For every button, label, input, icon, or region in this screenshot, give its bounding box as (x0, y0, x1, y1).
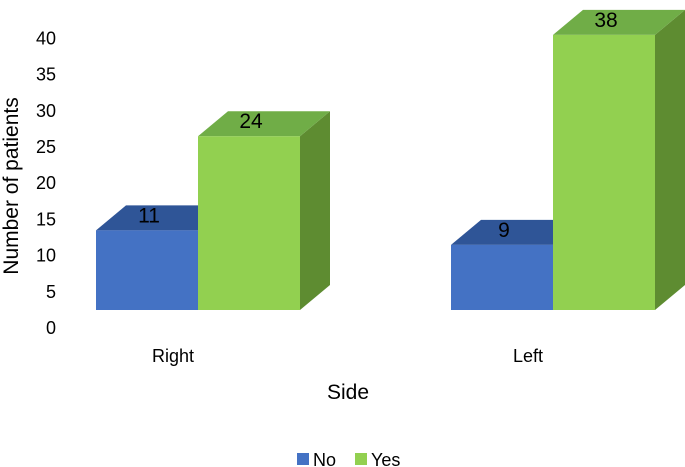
y-tick-label: 10 (36, 246, 56, 266)
data-label-no-right: 11 (138, 204, 160, 227)
x-tick-label: Right (152, 346, 194, 366)
legend-label-no: No (313, 450, 336, 467)
legend: No Yes (297, 450, 400, 467)
bar-series (96, 9, 685, 311)
bar-top-no-left (451, 219, 583, 245)
y-tick-label: 25 (36, 137, 56, 157)
y-tick-label: 0 (46, 318, 56, 338)
x-axis-title: Side (327, 381, 369, 404)
y-tick-label: 35 (36, 65, 56, 85)
x-axis-tick-labels: Right Left (152, 346, 543, 366)
data-labels: 11 24 9 38 (138, 9, 618, 242)
bar-side-yes-right (300, 111, 330, 311)
data-label-no-left: 9 (498, 219, 510, 242)
x-tick-label: Left (513, 346, 543, 366)
y-tick-label: 15 (36, 209, 56, 229)
y-tick-label: 5 (46, 282, 56, 302)
bar-yes-left (553, 34, 655, 310)
bar-top-yes-left (553, 9, 685, 35)
bar-no-left (451, 244, 553, 310)
legend-label-yes: Yes (371, 450, 400, 467)
bar-yes-right (198, 136, 300, 310)
bar-side-yes-left (655, 9, 685, 310)
data-label-yes-left: 38 (594, 9, 617, 32)
legend-swatch-yes (355, 453, 367, 465)
data-label-yes-right: 24 (239, 110, 263, 133)
y-axis-title: Number of patients (0, 97, 23, 274)
y-tick-label: 30 (36, 101, 56, 121)
y-tick-label: 40 (36, 28, 56, 48)
bar-top-no-right (96, 205, 228, 231)
y-axis-ticks: 0 5 10 15 20 25 30 35 40 (36, 28, 56, 338)
bar-top-yes-right (198, 111, 330, 137)
y-tick-label: 20 (36, 173, 56, 193)
legend-swatch-no (297, 453, 309, 465)
bar-no-right (96, 230, 198, 310)
